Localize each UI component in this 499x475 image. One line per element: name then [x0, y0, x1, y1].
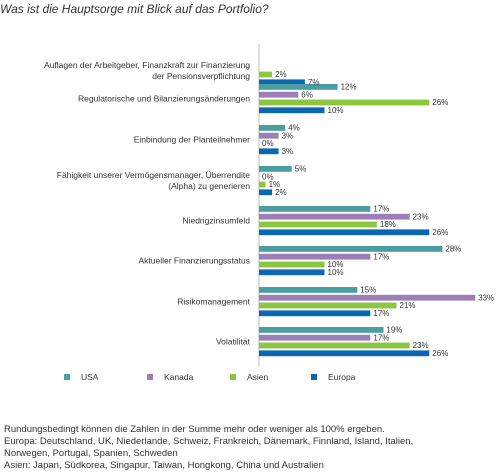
value-label: 33% [478, 293, 494, 302]
value-label: 26% [432, 98, 448, 107]
footnote-europe-cont: Norwegen, Portugal, Spanien, Schweden [4, 448, 178, 459]
value-label: 26% [432, 349, 448, 358]
bar-kanada [259, 213, 410, 220]
category-label-line: Auflagen der Arbeitgeber, Finanzkraft zu… [44, 60, 250, 70]
value-label: 15% [360, 286, 376, 295]
value-label: 19% [386, 326, 402, 335]
legend-swatch-asien [230, 374, 236, 380]
value-label: 2% [275, 70, 287, 79]
category-label-line: Niedrigzinsumfeld [182, 216, 250, 226]
category-label-line: (Alpha) zu generieren [168, 181, 250, 191]
category-label-line: Regulatorische und Bilanzierungsänderung… [78, 94, 250, 104]
value-label: 3% [282, 147, 294, 156]
category-label: Volatilität [216, 337, 251, 347]
category-label-line: der Pensionsverpflichtung [152, 71, 250, 81]
bar-usa [259, 287, 358, 293]
bar-usa [259, 206, 371, 212]
category-label: Einbindung der Planteilnehmer [134, 135, 250, 145]
category-label: Aktueller Finanzierungsstatus [138, 256, 250, 266]
value-label: 10% [328, 106, 344, 115]
bar-asien [259, 221, 377, 228]
value-label: 5% [295, 165, 307, 174]
value-label: 18% [380, 220, 396, 229]
bar-usa [259, 84, 338, 90]
value-label: 12% [341, 83, 357, 92]
value-label: 17% [373, 309, 389, 318]
footnote-rounding: Rundungsbedingt können die Zahlen in der… [4, 424, 385, 435]
footnote-asia: Asien: Japan, Südkorea, Singapur, Taiwan… [4, 460, 324, 471]
category-label-line: Volatilität [216, 337, 251, 347]
bar-kanada [259, 253, 371, 260]
bar-asien [259, 302, 397, 309]
category-label: Niedrigzinsumfeld [182, 216, 250, 226]
bar-europa [259, 310, 371, 317]
bar-chart: 2%7%12%6%26%10%4%3%0%3%5%0%1%2%17%23%18%… [44, 44, 494, 382]
bar-europa [259, 148, 279, 155]
category-label: Risikomanagement [177, 297, 250, 307]
bar-kanada [259, 294, 476, 301]
bar-kanada [259, 132, 279, 139]
bar-asien [259, 71, 273, 78]
legend-label-usa: USA [81, 372, 99, 382]
value-label: 1% [269, 180, 281, 189]
value-label: 3% [282, 131, 294, 140]
bar-kanada [259, 334, 371, 341]
value-label: 23% [413, 212, 429, 221]
bar-asien [259, 342, 410, 349]
bar-europa [259, 107, 325, 114]
value-label: 4% [288, 124, 300, 133]
chart-title: Was ist die Hauptsorge mit Blick auf das… [0, 2, 269, 16]
chart-bars [259, 71, 476, 357]
legend-swatch-kanada [147, 374, 153, 380]
bar-kanada [259, 91, 299, 98]
value-label: 21% [400, 301, 416, 310]
chart-value-labels: 2%7%12%6%26%10%4%3%0%3%5%0%1%2%17%23%18%… [262, 70, 494, 358]
bar-europa [259, 229, 430, 236]
value-label: 17% [373, 205, 389, 214]
value-label: 0% [262, 139, 274, 148]
value-label: 28% [445, 245, 461, 254]
bar-europa [259, 189, 273, 196]
value-label: 0% [262, 172, 274, 181]
category-label-line: Risikomanagement [177, 297, 250, 307]
category-label: Fähigkeit unserer Vermögensmanager, Über… [57, 170, 251, 191]
bar-asien [259, 261, 325, 268]
value-label: 7% [308, 78, 320, 87]
chart-category-labels: Auflagen der Arbeitgeber, Finanzkraft zu… [44, 60, 251, 347]
category-label-line: Fähigkeit unserer Vermögensmanager, Über… [57, 170, 251, 180]
bar-asien [259, 181, 266, 188]
value-label: 17% [373, 333, 389, 342]
footnotes: Rundungsbedingt können die Zahlen in der… [4, 424, 499, 472]
bar-europa [259, 350, 430, 357]
category-label-line: Aktueller Finanzierungsstatus [138, 256, 250, 266]
legend-label-europa: Europa [328, 372, 356, 382]
category-label: Auflagen der Arbeitgeber, Finanzkraft zu… [44, 60, 250, 81]
value-label: 23% [413, 341, 429, 350]
value-label: 6% [301, 90, 313, 99]
bar-usa [259, 125, 286, 131]
legend-swatch-europa [311, 374, 317, 380]
footnote-europe: Europa: Deutschland, UK, Niederlande, Sc… [4, 436, 414, 447]
bar-usa [259, 246, 443, 252]
bar-usa [259, 327, 384, 333]
value-label: 26% [432, 228, 448, 237]
value-label: 2% [275, 188, 287, 197]
bar-usa [259, 166, 292, 172]
bar-europa [259, 269, 325, 276]
category-label: Regulatorische und Bilanzierungsänderung… [78, 94, 250, 104]
legend-label-kanada: Kanada [164, 372, 194, 382]
value-label: 17% [373, 252, 389, 261]
bar-asien [259, 99, 430, 106]
category-label-line: Einbindung der Planteilnehmer [134, 135, 250, 145]
legend-swatch-usa [64, 374, 70, 380]
bar-europa [259, 79, 305, 86]
value-label: 10% [328, 260, 344, 269]
value-label: 10% [328, 268, 344, 277]
legend-label-asien: Asien [247, 372, 269, 382]
chart-legend: USA Kanada Asien Europa [64, 372, 356, 382]
